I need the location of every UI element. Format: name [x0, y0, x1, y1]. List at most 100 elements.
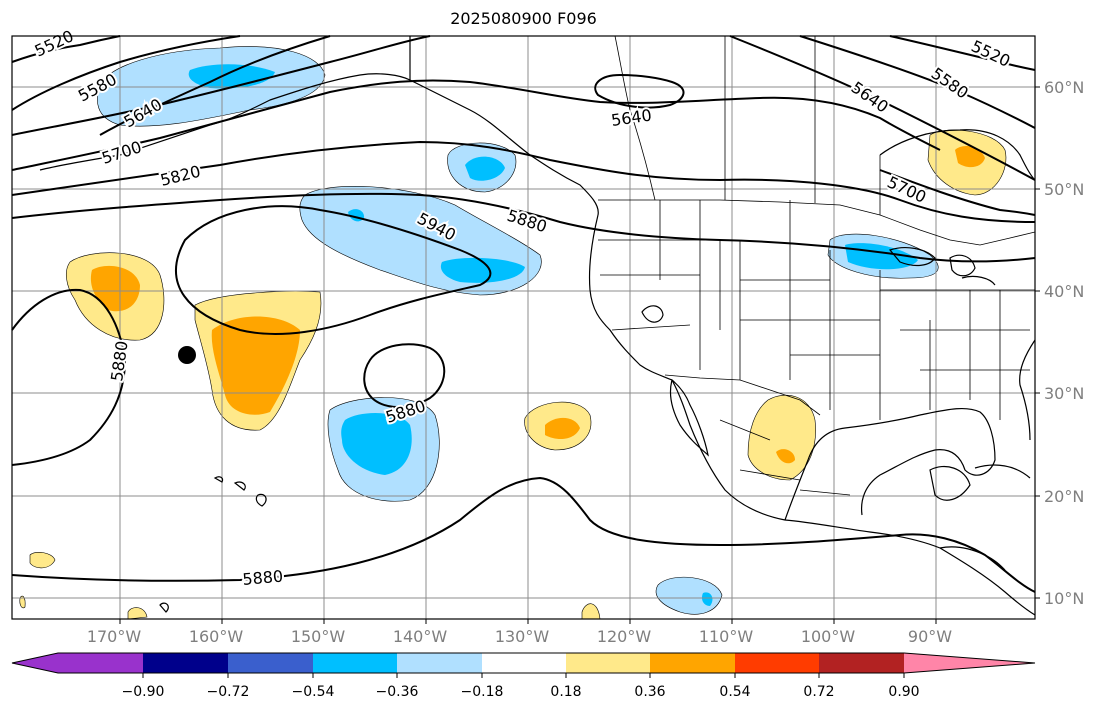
coast-island-small	[159, 602, 169, 613]
colorbar-segment	[819, 653, 904, 673]
anomaly-fill-mexico-orange	[776, 449, 795, 464]
anomaly-fill-baja-orange	[545, 417, 580, 440]
contour-5640-north	[594, 73, 685, 109]
contour-5520-east	[889, 35, 1036, 71]
colorbar-tick-label: 0.18	[550, 684, 581, 700]
colorbar: −0.90 −0.72 −0.54 −0.36 −0.18 0.18 0.36 …	[11, 652, 1036, 700]
colorbar-ticks: −0.90 −0.72 −0.54 −0.36 −0.18 0.18 0.36 …	[122, 673, 920, 700]
border-bc-ab	[614, 35, 656, 201]
contour-5640-west	[99, 35, 331, 136]
colorbar-segment	[482, 653, 566, 673]
gridlines	[12, 36, 1035, 619]
lat-label: 20°N	[1044, 487, 1084, 506]
lat-label: 10°N	[1044, 589, 1084, 608]
anomaly-fill-epac-blue	[701, 592, 713, 606]
colorbar-tick-label: 0.36	[634, 684, 665, 700]
lon-label: 170°W	[87, 627, 142, 646]
colorbar-tick-label: 0.72	[803, 684, 834, 700]
colorbar-tick-label: −0.18	[461, 684, 504, 700]
coast-east-us	[1019, 339, 1036, 441]
coast-alaska-panhandle	[409, 36, 599, 216]
coast-cuba	[974, 464, 1031, 479]
coast-hawaii-2	[233, 481, 246, 491]
anomaly-fill-hawaii-orange	[211, 316, 300, 415]
coast-gulf-mexico	[784, 407, 996, 521]
contour-5880-upper	[11, 192, 1036, 263]
colorbar-segment	[58, 653, 143, 673]
coast-lake-huron	[949, 254, 976, 277]
contour-5820	[11, 140, 1036, 223]
contour-5760	[11, 35, 431, 136]
colorbar-segment	[397, 653, 482, 673]
contour-5700	[11, 79, 941, 171]
lon-label: 130°W	[495, 627, 550, 646]
political-borders	[409, 35, 1036, 496]
anomaly-fill-nepac-blue	[440, 257, 525, 283]
anomaly-fill-small-1	[29, 551, 56, 569]
lon-label: 90°W	[908, 627, 952, 646]
lon-label: 150°W	[291, 627, 346, 646]
border-mexico-states	[719, 419, 851, 496]
contour-5700-east	[879, 169, 1036, 216]
colorbar-tick-label: 0.90	[888, 684, 919, 700]
colorbar-tick-label: −0.36	[376, 684, 419, 700]
lat-label: 50°N	[1044, 180, 1084, 199]
contour-5520-west	[11, 35, 121, 63]
anomaly-fill-hudson-orange	[955, 146, 985, 168]
contour-5940	[175, 205, 492, 335]
coast-yucatan	[929, 465, 971, 501]
colorbar-tick-label: −0.90	[122, 684, 165, 700]
lon-label: 100°W	[801, 627, 856, 646]
latitude-labels: 60°N 50°N 40°N 30°N 20°N 10°N	[1035, 78, 1084, 608]
lon-label: 110°W	[699, 627, 754, 646]
lon-label: 140°W	[393, 627, 448, 646]
coast-hudson	[879, 129, 1036, 181]
contour-5880-hawaii	[363, 343, 446, 408]
coast-lake-superior	[888, 247, 936, 267]
colorbar-tick-label: −0.72	[207, 684, 250, 700]
location-marker	[178, 346, 196, 364]
lon-label: 160°W	[189, 627, 244, 646]
colorbar-extend-left	[12, 653, 58, 673]
anomaly-fill-gulf-blue	[465, 156, 505, 181]
colorbar-segment	[566, 653, 650, 673]
anomaly-fill-cpac-blue	[341, 413, 412, 475]
colorbar-segment	[313, 653, 397, 673]
lat-label: 30°N	[1044, 384, 1084, 403]
contour-5880-south	[11, 476, 1036, 593]
anomaly-fill-epac-light	[655, 576, 723, 615]
map-background	[12, 36, 1035, 619]
anomaly-fill-wpac-orange	[90, 265, 140, 312]
contour-5880-west	[11, 288, 127, 466]
anomaly-fill-small-2	[19, 595, 26, 609]
contour-5640-east	[729, 35, 1036, 181]
map-title: 2025080900 F096	[450, 9, 597, 28]
colorbar-outline	[11, 652, 1036, 674]
coastlines	[39, 36, 1036, 616]
anomaly-fill-mexico-yellow	[747, 394, 816, 481]
inland-lake	[641, 305, 664, 323]
anomaly-fill-small-3	[127, 607, 148, 620]
contour-label: 5880	[242, 567, 284, 589]
colorbar-segment	[143, 653, 228, 673]
coast-hawaii-3	[255, 493, 267, 507]
height-contours	[11, 35, 1036, 593]
colorbar-segment	[735, 653, 819, 673]
colorbar-tick-label: −0.54	[292, 684, 335, 700]
contour-5580-east	[799, 35, 1036, 129]
coast-west-americas	[588, 214, 1036, 616]
coast-baja	[669, 378, 709, 457]
colorbar-segment	[228, 653, 313, 673]
map-frame	[11, 35, 1036, 620]
coast-hawaii-1	[213, 476, 224, 483]
border-us-states	[598, 200, 1035, 420]
contour-5580-west	[11, 35, 241, 111]
border-us-mexico	[664, 374, 821, 416]
anomaly-fills	[19, 46, 1007, 620]
lat-label: 40°N	[1044, 282, 1084, 301]
colorbar-segment	[650, 653, 735, 673]
lat-label: 60°N	[1044, 78, 1084, 97]
lon-label: 120°W	[597, 627, 652, 646]
colorbar-tick-label: 0.54	[719, 684, 750, 700]
